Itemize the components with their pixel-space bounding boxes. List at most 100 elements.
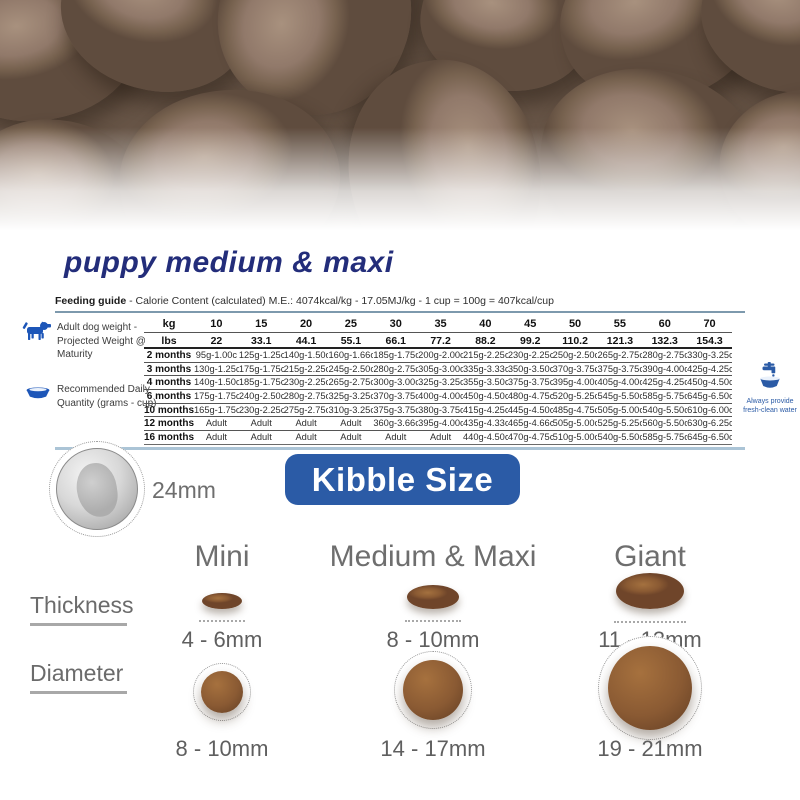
quantity-cell: Adult <box>194 431 239 445</box>
quantity-cell: 610g-6.00c <box>687 404 732 418</box>
quarter-coin-photo <box>56 448 138 530</box>
quantity-cell: Adult <box>373 431 419 445</box>
water-note: Always provide fresh-clean water <box>742 362 798 416</box>
quantity-cell: 405g-4.00c <box>597 376 643 391</box>
lbs-value: 44.1 <box>283 333 329 349</box>
kg-value: 45 <box>507 316 553 333</box>
kibble-side-view-medium <box>407 585 459 609</box>
quantity-cell: 325g-3.25c <box>328 390 374 404</box>
quantity-cell: 175g-1.75c <box>194 390 239 404</box>
quantity-cell: 415g-4.25c <box>462 404 508 418</box>
thickness-underline <box>30 623 127 626</box>
kg-value: 30 <box>373 316 419 333</box>
quantity-cell: Adult <box>283 431 329 445</box>
quantity-cell: 560g-5.50c <box>642 417 688 432</box>
quantity-cell: 465g-4.66c <box>507 417 553 432</box>
quantity-cell: 445g-4.50c <box>507 404 553 418</box>
quantity-cell: 370g-3.75c <box>552 363 598 377</box>
quantity-cell: 350g-3.50c <box>507 363 553 377</box>
feeding-guide-heading-rest: - Calorie Content (calculated) M.E.: 407… <box>126 295 554 307</box>
quantity-cell: 330g-3.25c <box>687 349 732 363</box>
diameter-value-giant: 19 - 21mm <box>597 736 703 761</box>
quantity-cell: Adult <box>418 431 463 445</box>
quantity-cell: 305g-3.00c <box>418 363 463 377</box>
quantity-cell: 470g-4.75c <box>507 431 553 445</box>
kg-value: 15 <box>238 316 284 333</box>
kg-value: 70 <box>687 316 732 333</box>
quantity-cell: 310g-3.25c <box>328 404 374 418</box>
quantity-cell: 140g-1.50c <box>194 376 239 391</box>
kibble-photo <box>0 0 800 245</box>
kibble-side-view-giant <box>616 573 684 609</box>
lbs-value: 132.3 <box>642 333 688 349</box>
kg-value: 60 <box>642 316 688 333</box>
kibble-circle-medium <box>403 660 463 720</box>
month-row-label: 2 months <box>144 349 194 363</box>
quantity-cell: 645g-6.50c <box>687 390 732 404</box>
kg-row-label: kg <box>144 316 194 333</box>
kg-value: 50 <box>552 316 598 333</box>
month-row-label: 12 months <box>144 418 194 432</box>
quantity-cell: 95g-1.00c <box>194 349 239 363</box>
quantity-cell: 165g-1.75c <box>194 404 239 418</box>
coin-size-label: 24mm <box>152 477 216 503</box>
quantity-cell: 265g-2.75c <box>328 376 374 391</box>
quantity-cell: 585g-5.75c <box>642 390 688 404</box>
quantity-cell: 480g-4.75c <box>507 390 553 404</box>
quantity-cell: 325g-3.25c <box>418 376 463 391</box>
quantity-row-label: Recommended Daily Quantity (grams - cup) <box>57 384 157 409</box>
quantity-cell: 525g-5.25c <box>597 417 643 432</box>
month-row-label: 6 months <box>144 390 194 404</box>
quantity-cell: Adult <box>328 431 374 445</box>
kibble-circle-mini <box>201 671 243 713</box>
diameter-label: Diameter <box>30 660 124 686</box>
quantity-cell: 485g-4.75c <box>552 404 598 418</box>
quantity-cell: 240g-2.50c <box>238 390 284 404</box>
quantity-cell: 630g-6.25c <box>687 417 732 432</box>
kibble-side-view-mini <box>202 593 242 609</box>
feeding-guide-heading-bold: Feeding guide <box>55 295 127 307</box>
food-bowl-icon <box>26 387 50 399</box>
quantity-cell: 440g-4.50c <box>462 431 508 445</box>
lbs-value: 110.2 <box>552 333 598 349</box>
thickness-value-mini: 4 - 6mm <box>181 627 263 652</box>
quantity-cell: 335g-3.33c <box>462 363 508 377</box>
quantity-cell: Adult <box>328 417 374 432</box>
column-header-medium-maxi: Medium & Maxi <box>329 540 537 573</box>
quantity-cell: 130g-1.25c <box>194 363 239 377</box>
quantity-cell: 175g-1.75c <box>238 363 284 377</box>
kg-value: 10 <box>194 316 239 333</box>
quantity-cell: Adult <box>238 431 284 445</box>
lbs-value: 55.1 <box>328 333 374 349</box>
quantity-cell: Adult <box>283 417 329 432</box>
quantity-cell: 375g-3.75c <box>507 376 553 391</box>
quantity-cell: 140g-1.50c <box>283 349 329 363</box>
quantity-cell: 125g-1.25c <box>238 349 284 363</box>
quantity-cell: 540g-5.50c <box>642 404 688 418</box>
kibble-top-view-mini <box>193 663 251 721</box>
quantity-cell: 185g-1.75c <box>238 376 284 391</box>
quantity-cell: 230g-2.25c <box>507 349 553 363</box>
divider-line-bottom <box>55 447 745 450</box>
diameter-underline <box>30 691 127 694</box>
photo-fade-overlay <box>0 0 800 245</box>
kg-value: 35 <box>418 316 463 333</box>
weight-row-label: Adult dog weight - Projected Weight @ Ma… <box>57 322 146 360</box>
quantity-cell: 540g-5.50c <box>597 431 643 445</box>
quantity-cell: 245g-2.50c <box>328 363 374 377</box>
thickness-dotline-mini <box>199 620 245 622</box>
quantity-cell: 520g-5.25c <box>552 390 598 404</box>
month-row-label: 16 months <box>144 432 194 445</box>
quantity-cell: 280g-2.75c <box>642 349 688 363</box>
column-header-giant: Giant <box>614 540 686 573</box>
lbs-value: 66.1 <box>373 333 419 349</box>
quantity-cell: 400g-4.00c <box>418 390 463 404</box>
quantity-cell: 425g-4.25c <box>642 376 688 391</box>
lbs-value: 77.2 <box>418 333 463 349</box>
quantity-cell: Adult <box>238 417 284 432</box>
water-tap-icon <box>760 362 780 388</box>
divider-line-top <box>55 311 745 313</box>
kg-value: 40 <box>462 316 508 333</box>
kg-value: 20 <box>283 316 329 333</box>
quantity-cell: 370g-3.75c <box>373 390 419 404</box>
